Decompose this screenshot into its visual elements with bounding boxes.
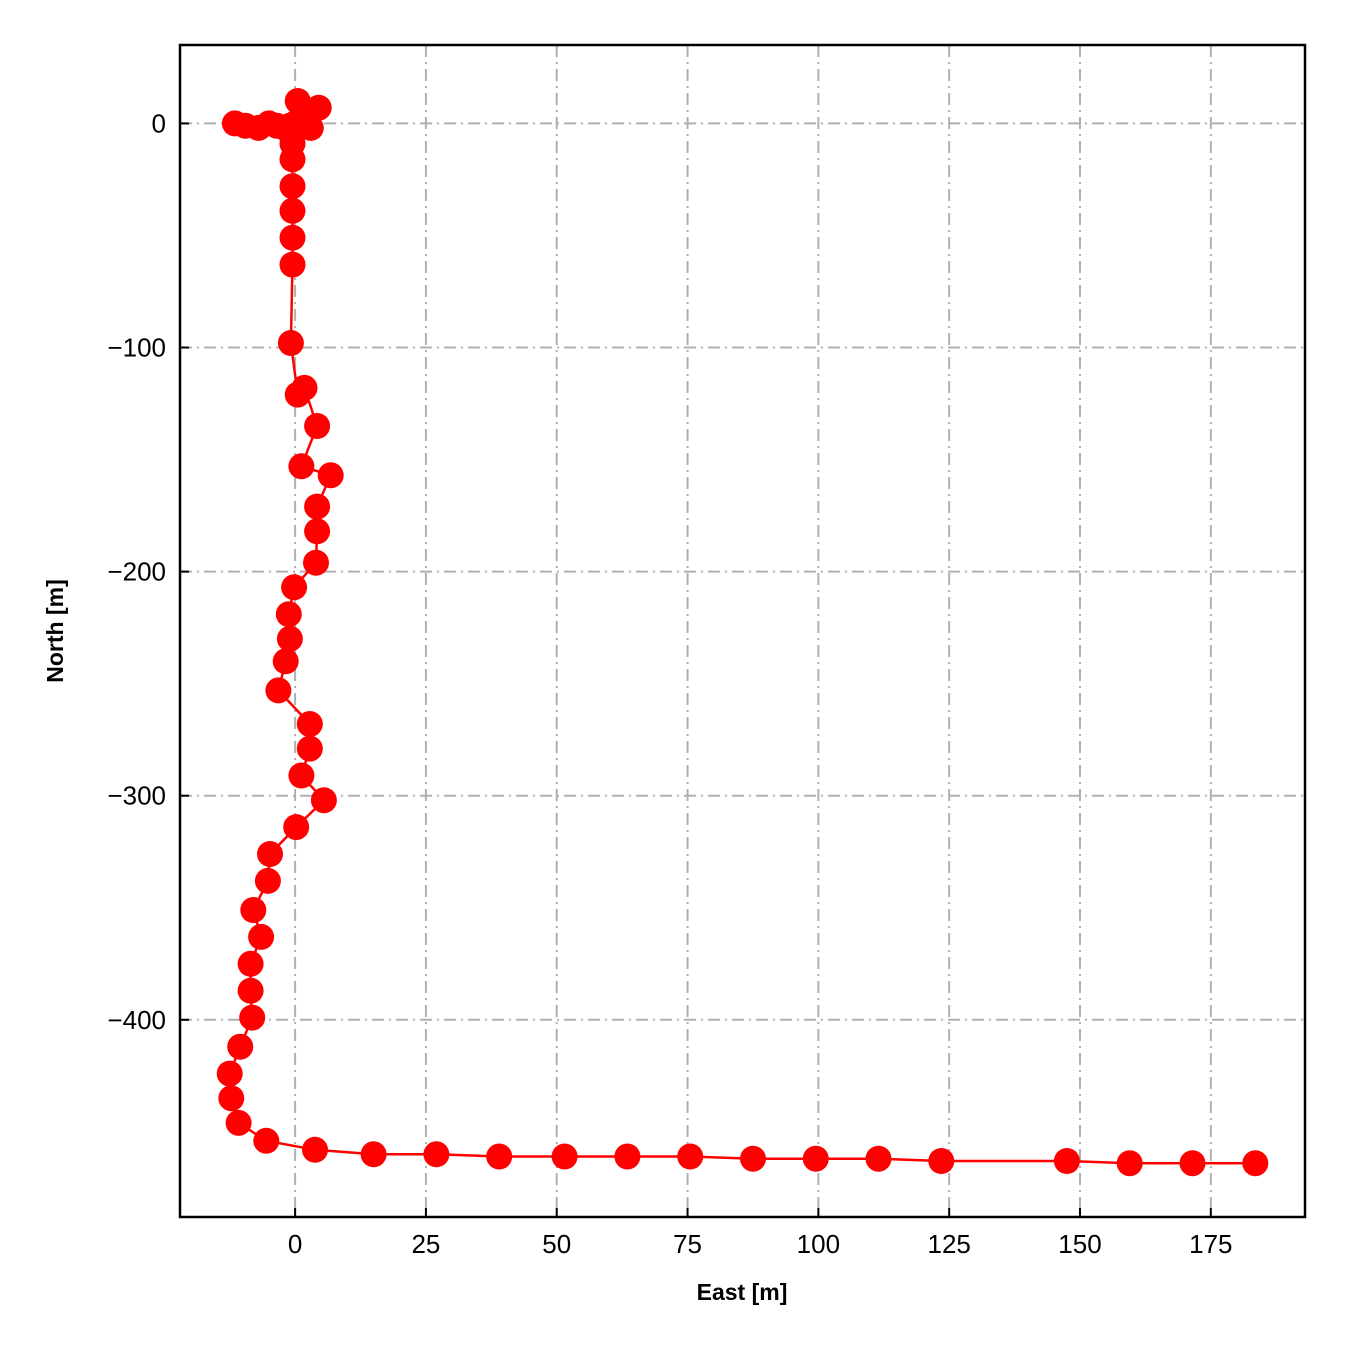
- trajectory-point: [281, 574, 308, 601]
- trajectory-point: [237, 950, 264, 977]
- trajectory-point: [614, 1143, 641, 1170]
- trajectory-point: [303, 549, 329, 576]
- trajectory-point: [253, 1127, 280, 1154]
- plot-frame: [178, 43, 1307, 1219]
- trajectory-point: [740, 1145, 766, 1172]
- trajectory-point: [265, 677, 292, 704]
- trajectory-point: [1179, 1150, 1206, 1177]
- trajectory-point: [248, 923, 275, 950]
- x-tick-label: 125: [927, 1229, 970, 1259]
- trajectory-point: [240, 897, 267, 923]
- trajectory-point: [239, 1004, 266, 1031]
- trajectory-point: [304, 493, 331, 520]
- x-tick-label: 75: [673, 1229, 702, 1259]
- trajectory-point: [1116, 1150, 1143, 1177]
- trajectory-point: [279, 197, 306, 224]
- trajectory-point: [283, 814, 310, 841]
- trajectory-point: [237, 977, 264, 1004]
- x-tick-label: 175: [1189, 1229, 1232, 1259]
- trajectory-point: [216, 1060, 243, 1087]
- trajectory-point: [288, 762, 315, 789]
- trajectory-point: [275, 601, 302, 628]
- trajectory-point: [317, 462, 344, 489]
- trajectory-point: [423, 1141, 450, 1168]
- trajectory-point: [928, 1148, 955, 1174]
- x-tick-label: 0: [288, 1229, 302, 1259]
- trajectory-line: [228, 99, 1256, 1165]
- axis-ticks: [180, 122, 1212, 1217]
- trajectory-point: [279, 224, 306, 251]
- trajectory-point: [296, 735, 323, 762]
- trajectory-point: [279, 173, 306, 200]
- trajectory-point: [1053, 1148, 1080, 1174]
- tick-labels: 0 25 50 75 100 125 150 175 0 −100 −200 −300 −400: [107, 108, 1232, 1259]
- trajectory-point: [802, 1145, 829, 1172]
- trajectory-point: [304, 518, 331, 545]
- trajectory-point: [277, 330, 304, 356]
- trajectory-point: [865, 1145, 892, 1172]
- trajectory-point: [279, 146, 306, 173]
- x-tick-label: 150: [1058, 1229, 1101, 1259]
- series-layer: [216, 88, 1269, 1177]
- trajectory-point: [291, 374, 318, 401]
- trajectory-point: [302, 1136, 328, 1163]
- trajectory-point: [677, 1143, 704, 1170]
- trajectory-point: [257, 841, 283, 867]
- trajectory-point: [225, 1109, 252, 1136]
- x-tick-label: 100: [797, 1229, 840, 1259]
- y-axis-title: North [m]: [42, 579, 68, 682]
- x-tick-label: 50: [542, 1229, 571, 1259]
- trajectory-point: [288, 453, 315, 480]
- x-axis-title: East [m]: [697, 1279, 788, 1305]
- y-tick-label: −200: [107, 557, 166, 587]
- trajectory-point: [360, 1141, 387, 1168]
- trajectory-point: [276, 625, 303, 652]
- y-tick-label: −400: [107, 1005, 166, 1035]
- trajectory-point: [254, 867, 281, 894]
- grid: [180, 45, 1305, 1217]
- trajectory-point: [310, 787, 337, 814]
- y-tick-label: −100: [107, 333, 166, 363]
- trajectory-point: [1242, 1150, 1269, 1177]
- trajectory-point: [551, 1143, 578, 1170]
- trajectory-point: [272, 648, 299, 675]
- trajectory-point: [227, 1033, 254, 1060]
- y-tick-label: −300: [107, 781, 166, 811]
- y-tick-label: 0: [152, 108, 166, 138]
- trajectory-point: [218, 1085, 245, 1112]
- trajectory-point: [296, 711, 323, 737]
- x-tick-label: 25: [411, 1229, 440, 1259]
- trajectory-point: [486, 1143, 513, 1170]
- trajectory-point: [279, 251, 306, 278]
- trajectory-point: [304, 413, 331, 439]
